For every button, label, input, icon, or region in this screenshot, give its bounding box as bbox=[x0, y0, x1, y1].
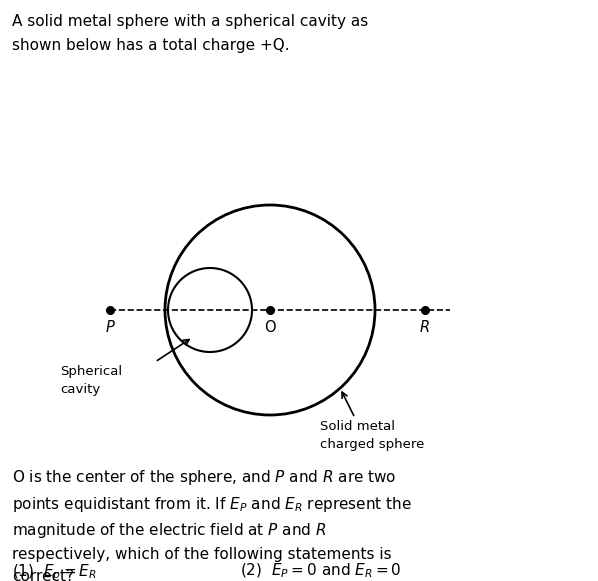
Text: Solid metal
charged sphere: Solid metal charged sphere bbox=[320, 420, 425, 451]
Text: A solid metal sphere with a spherical cavity as: A solid metal sphere with a spherical ca… bbox=[12, 14, 368, 29]
Text: O is the center of the sphere, and $P$ and $R$ are two
points equidistant from i: O is the center of the sphere, and $P$ a… bbox=[12, 468, 412, 581]
Text: (2)  $E_P = 0$ and $E_R = 0$: (2) $E_P = 0$ and $E_R = 0$ bbox=[240, 562, 401, 580]
Text: (1)  $E_p = E_R$: (1) $E_p = E_R$ bbox=[12, 562, 97, 581]
Text: O: O bbox=[264, 320, 276, 335]
Text: R: R bbox=[420, 320, 430, 335]
Text: P: P bbox=[106, 320, 114, 335]
Text: Spherical
cavity: Spherical cavity bbox=[60, 365, 122, 396]
Text: shown below has a total charge +Q.: shown below has a total charge +Q. bbox=[12, 38, 289, 53]
